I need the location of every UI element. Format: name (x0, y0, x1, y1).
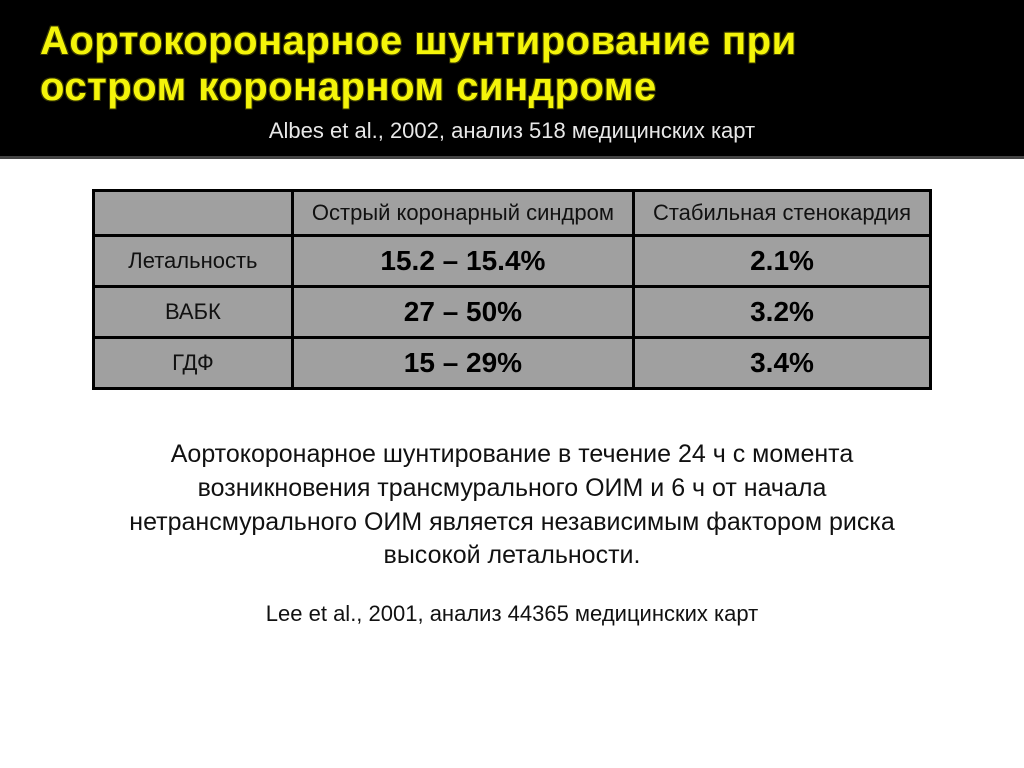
title-line-2: остром коронарном синдроме (40, 65, 657, 109)
slide-content: Острый коронарный синдром Стабильная сте… (0, 159, 1024, 627)
table-header-row: Острый коронарный синдром Стабильная сте… (93, 191, 930, 236)
citation-lee: Lee et al., 2001, анализ 44365 медицинск… (60, 601, 964, 627)
body-paragraph: Аортокоронарное шунтирование в течение 2… (82, 438, 942, 573)
table-header-stable: Стабильная стенокардия (633, 191, 930, 236)
title-line-1: Аортокоронарное шунтирование при (40, 19, 797, 63)
cell-gdf-stable: 3.4% (633, 338, 930, 389)
table-row: Летальность 15.2 – 15.4% 2.1% (93, 236, 930, 287)
table-row: ГДФ 15 – 29% 3.4% (93, 338, 930, 389)
row-label-gdf: ГДФ (93, 338, 292, 389)
cell-iabp-acs: 27 – 50% (292, 287, 633, 338)
slide-header: Аортокоронарное шунтирование при остром … (0, 0, 1024, 159)
table-row: ВАБК 27 – 50% 3.2% (93, 287, 930, 338)
cell-iabp-stable: 3.2% (633, 287, 930, 338)
comparison-table: Острый коронарный синдром Стабильная сте… (92, 189, 932, 390)
row-label-iabp: ВАБК (93, 287, 292, 338)
slide-title: Аортокоронарное шунтирование при остром … (40, 18, 984, 110)
table-header-acs: Острый коронарный синдром (292, 191, 633, 236)
row-label-mortality: Летальность (93, 236, 292, 287)
table-header-empty (93, 191, 292, 236)
cell-mortality-stable: 2.1% (633, 236, 930, 287)
cell-mortality-acs: 15.2 – 15.4% (292, 236, 633, 287)
slide-subtitle: Albes et al., 2002, анализ 518 медицинск… (40, 118, 984, 144)
cell-gdf-acs: 15 – 29% (292, 338, 633, 389)
